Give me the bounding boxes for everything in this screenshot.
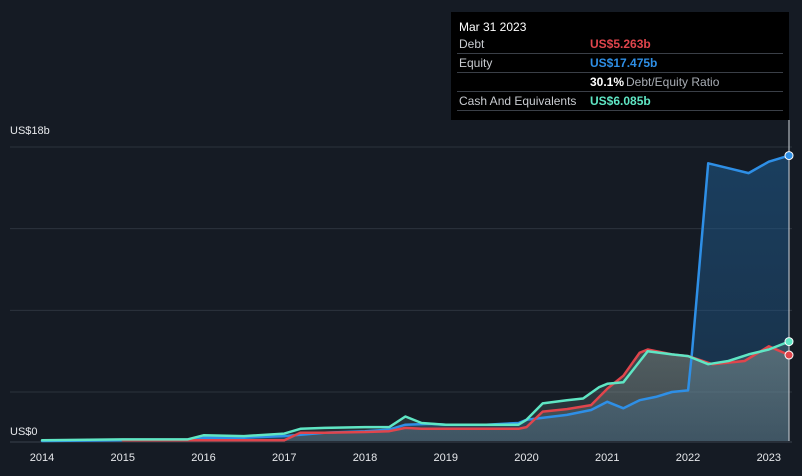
x-tick-label: 2015 bbox=[111, 452, 135, 464]
tooltip-row-cash: Cash And Equivalents US$6.085b bbox=[451, 93, 789, 111]
x-axis-ticks: 2014 2015 2016 2017 2018 2019 2020 2021 2022 2023 bbox=[30, 452, 781, 464]
point-debt bbox=[784, 350, 794, 360]
hover-marker bbox=[784, 120, 794, 441]
point-equity bbox=[784, 151, 794, 161]
x-tick-label: 2016 bbox=[191, 452, 215, 464]
tooltip-divider bbox=[457, 91, 783, 92]
x-tick-label: 2022 bbox=[676, 452, 700, 464]
tooltip-ratio-value: 30.1% bbox=[590, 75, 625, 89]
tooltip-equity-value: US$17.475b bbox=[590, 56, 658, 70]
tooltip-divider bbox=[457, 53, 783, 54]
x-tick-label: 2023 bbox=[757, 452, 781, 464]
line-cash-and-equivalents bbox=[40, 340, 791, 442]
tooltip-divider bbox=[457, 110, 783, 111]
x-tick-label: 2021 bbox=[595, 452, 619, 464]
tooltip-equity-label: Equity bbox=[459, 56, 493, 70]
x-tick-label: 2020 bbox=[514, 452, 538, 464]
tooltip-ratio-label: Debt/Equity Ratio bbox=[626, 75, 720, 89]
area-cash-and-equivalents bbox=[42, 341, 789, 441]
x-tick-label: 2017 bbox=[272, 452, 296, 464]
x-tick-label: 2014 bbox=[30, 452, 54, 464]
y-axis-min-label: US$0 bbox=[10, 426, 38, 438]
series-areas bbox=[42, 155, 790, 441]
tooltip-debt-value: US$5.263b bbox=[590, 37, 651, 51]
tooltip-date: Mar 31 2023 bbox=[459, 20, 527, 34]
tooltip-debt-label: Debt bbox=[459, 37, 485, 51]
point-cash-and-equivalents bbox=[784, 337, 794, 347]
tooltip-divider bbox=[457, 72, 783, 73]
tooltip-row-debt: Debt US$5.263b bbox=[451, 36, 789, 54]
tooltip: Mar 31 2023 Debt US$5.263b Equity US$17.… bbox=[451, 12, 789, 120]
tooltip-row-ratio: 30.1% Debt/Equity Ratio bbox=[451, 74, 789, 92]
series-lines bbox=[40, 154, 791, 443]
tooltip-cash-value: US$6.085b bbox=[590, 94, 651, 108]
tooltip-cash-label: Cash And Equivalents bbox=[459, 94, 577, 108]
y-axis-max-label: US$18b bbox=[10, 125, 50, 137]
x-tick-label: 2018 bbox=[353, 452, 377, 464]
tooltip-row-equity: Equity US$17.475b bbox=[451, 55, 789, 73]
x-tick-label: 2019 bbox=[434, 452, 458, 464]
